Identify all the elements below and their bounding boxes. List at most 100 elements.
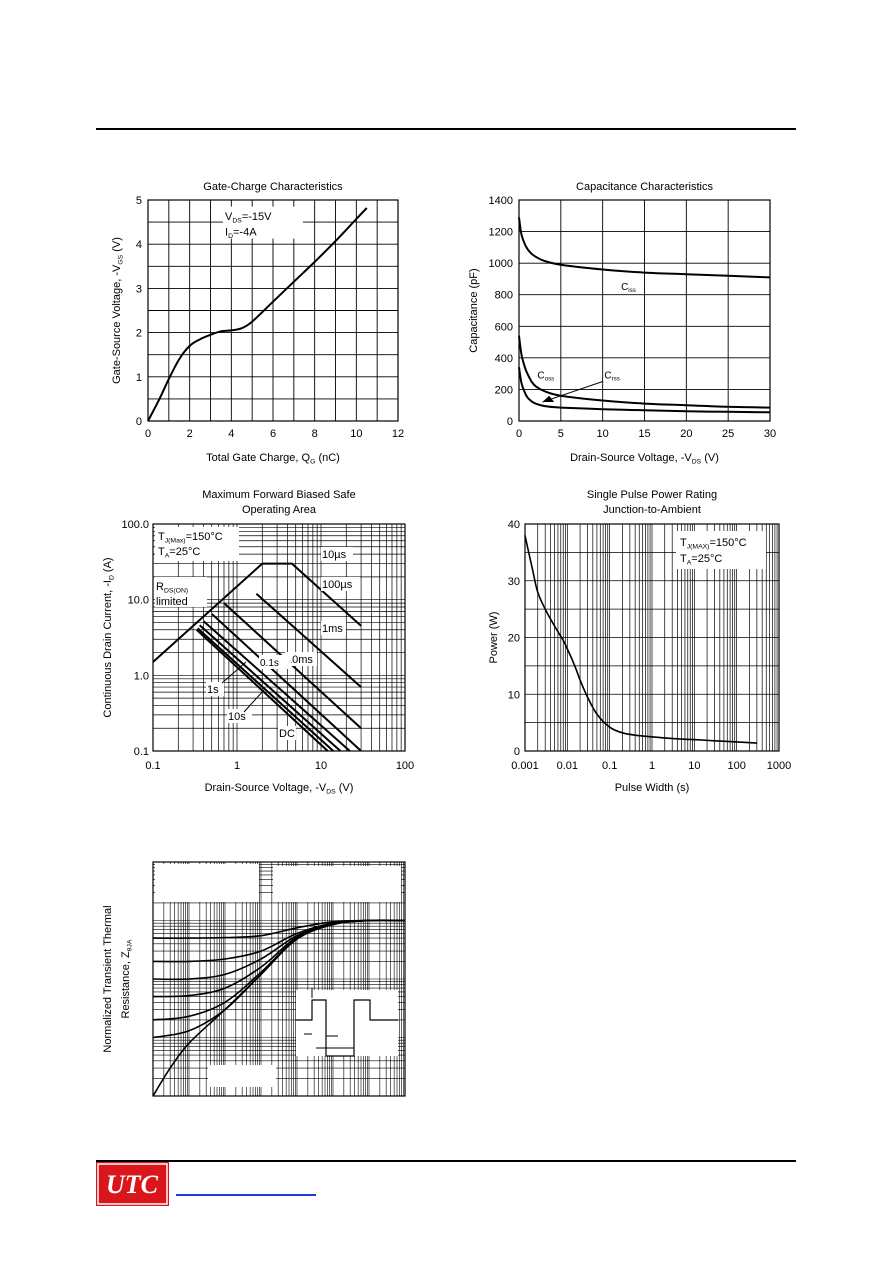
soa-ytick: 100.0: [121, 519, 149, 531]
power-xtick: 0.1: [602, 760, 617, 772]
power-xtick: 1000: [767, 760, 791, 772]
soa-curve-10s: [196, 627, 334, 752]
gate-xlabel: Total Gate Charge, QG (nC): [206, 452, 340, 465]
gate-xtick: 8: [312, 428, 318, 440]
soa-curve-label: 1ms: [322, 623, 343, 635]
cap-ytick: 800: [495, 290, 513, 302]
power-xtick: 0.001: [511, 760, 539, 772]
power-xlabel: Pulse Width (s): [615, 782, 690, 794]
logo-text: UTC: [106, 1170, 159, 1199]
cap-ytick: 1200: [489, 227, 513, 239]
cap-title: Capacitance Characteristics: [576, 181, 713, 193]
soa-ytick: 0.1: [134, 746, 149, 758]
soa-curve-label: 0.1s: [260, 658, 279, 669]
gate-ytick: 3: [136, 283, 142, 295]
gate-ytick: 4: [136, 239, 142, 251]
thermal-curve: [152, 919, 406, 1097]
gate-annot-vds: VDS=-15V: [225, 211, 272, 224]
thermal-blank-note: [208, 1065, 276, 1087]
power-ytick: 40: [508, 519, 520, 531]
cap-crss-leader: [542, 381, 603, 403]
gate-ylabel: Gate-Source Voltage, -VGS (V): [111, 237, 124, 384]
gate-curve: [147, 207, 368, 422]
cap-xtick: 5: [558, 428, 564, 440]
gate-xtick: 2: [187, 428, 193, 440]
cap-label-crss: Crss: [604, 370, 619, 382]
soa-1s-leader: [221, 661, 247, 684]
soa-label-bg: [321, 547, 353, 561]
thermal-pulse-wave: [296, 999, 398, 1057]
soa-curve-10ms: [211, 613, 362, 752]
cap-ytick: 1000: [489, 258, 513, 270]
power-ytick: 0: [514, 746, 520, 758]
soa-label-bg: [227, 709, 252, 723]
power-xtick: 0.01: [557, 760, 578, 772]
soa-xtick: 10: [315, 760, 327, 772]
gate-xtick: 0: [145, 428, 151, 440]
soa-label-bg: [206, 682, 224, 696]
gate-ytick: 0: [136, 416, 142, 428]
thermal-ylabel-line: Resistance, ZθJA: [120, 939, 133, 1018]
power-annot-tj: TJ(MAX)=150°C: [680, 537, 747, 550]
soa-label-bg: [285, 652, 317, 666]
soa-xtick: 1: [234, 760, 240, 772]
soa-label-bg: [278, 726, 296, 740]
gate-ytick: 2: [136, 328, 142, 340]
cap-ytick: 1400: [489, 195, 513, 207]
gate-xtick: 12: [392, 428, 404, 440]
cap-curve-ciss: [518, 217, 771, 279]
power-ylabel: Power (W): [488, 612, 500, 664]
soa-curve-1s: [199, 624, 342, 752]
soa-title-line: Operating Area: [242, 504, 317, 516]
power-xtick: 100: [727, 760, 745, 772]
cap-xtick: 0: [516, 428, 522, 440]
soa-curve-label: 10s: [228, 711, 246, 723]
cap-frame: [518, 199, 771, 422]
cap-ytick: 400: [495, 353, 513, 365]
cap-label-ciss: Ciss: [621, 282, 636, 294]
power-xtick: 1: [649, 760, 655, 772]
cap-curve-coss: [518, 335, 771, 409]
cap-ytick: 600: [495, 321, 513, 333]
cap-xtick: 20: [680, 428, 692, 440]
gate-ytick: 5: [136, 195, 142, 207]
power-annot-bg: [676, 531, 766, 569]
soa-curve-100µs: [255, 592, 362, 688]
power-ytick: 20: [508, 633, 520, 645]
cap-xtick: 15: [638, 428, 650, 440]
website-link[interactable]: [176, 1194, 316, 1196]
gate-frame: [147, 199, 399, 422]
utc-logo: UTC: [96, 1162, 169, 1206]
gate-ytick: 1: [136, 372, 142, 384]
cap-label-coss: Coss: [537, 370, 554, 382]
thermal-inset-bg: [296, 990, 398, 1056]
thermal-blank-box: [273, 866, 401, 902]
gate-xtick: 4: [228, 428, 234, 440]
cap-ytick: 200: [495, 384, 513, 396]
soa-xtick: 0.1: [145, 760, 160, 772]
cap-xtick: 10: [597, 428, 609, 440]
soa-annot-bg: [155, 527, 239, 561]
cap-crss-arrow: [542, 395, 555, 403]
soa-curve-label: 10ms: [286, 654, 313, 666]
soa-curve-label: 100µs: [322, 579, 353, 591]
soa-curve-10µs: [262, 562, 362, 627]
power-title-line: Single Pulse Power Rating: [587, 489, 717, 501]
soa-annot-rds: RDS(ON): [156, 581, 188, 594]
soa-annot-ta: TA=25°C: [158, 546, 200, 559]
soa-curve-rds: [152, 562, 263, 663]
power-title-line: Junction-to-Ambient: [603, 504, 701, 516]
soa-curve-label: 1s: [207, 684, 219, 696]
header-rule: [96, 128, 796, 130]
soa-10s-leader: [243, 689, 265, 713]
soa-xlabel: Drain-Source Voltage, -VDS (V): [205, 782, 354, 795]
soa-xtick: 100: [396, 760, 414, 772]
soa-annot-limited: limited: [156, 596, 188, 608]
soa-ytick: 10.0: [128, 595, 149, 607]
soa-curve-label: 10µs: [322, 549, 347, 561]
cap-xtick: 30: [764, 428, 776, 440]
gate-annot-bg: [223, 206, 303, 239]
soa-ytick: 1.0: [134, 670, 149, 682]
soa-frame: [152, 523, 406, 752]
